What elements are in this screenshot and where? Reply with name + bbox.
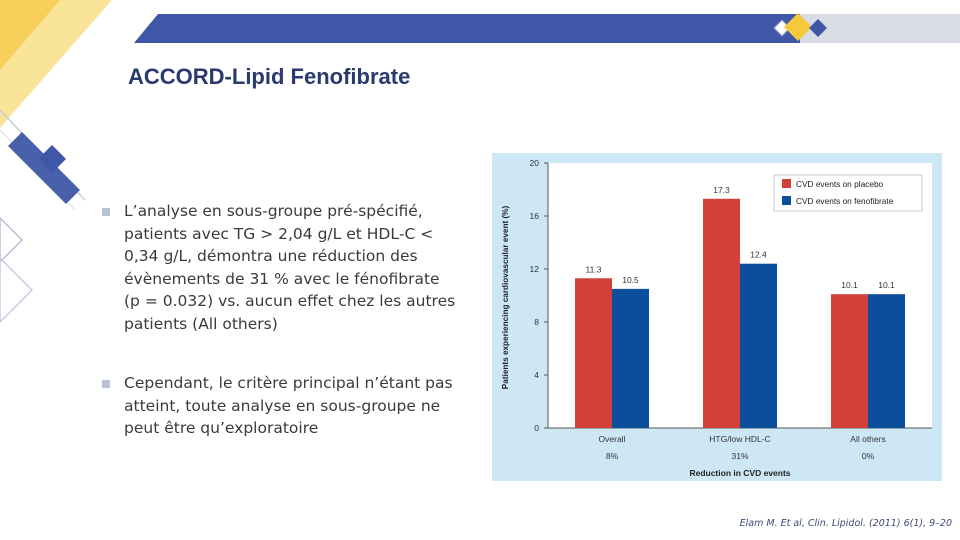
bar-fenofibrate xyxy=(612,288,649,428)
reduction-label: 31% xyxy=(731,451,748,461)
bullet-line: évènements de 31 % avec le fénofibrate xyxy=(124,269,440,288)
bullet-line: atteint, toute analyse en sous-groupe ne xyxy=(124,396,441,415)
bullet-line: L’analyse en sous-groupe pré-spécifié, xyxy=(124,202,423,220)
y-tick-label: 20 xyxy=(530,158,540,168)
bar-value-label: 10.1 xyxy=(841,280,858,290)
legend-label: CVD events on fenofibrate xyxy=(796,196,894,206)
bullet-square-icon xyxy=(102,208,110,216)
bar-placebo xyxy=(703,198,740,428)
page-title: ACCORD-Lipid Fenofibrate xyxy=(128,64,411,89)
bar-fenofibrate xyxy=(740,263,777,428)
outline-diamond-shape-2 xyxy=(0,256,34,324)
bar-value-label: 12.4 xyxy=(750,250,767,260)
chart-panel: 0 4 8 12 16 20 Patients experiencing cardiovas… xyxy=(492,153,942,481)
y-tick-label: 0 xyxy=(534,423,539,433)
legend-box xyxy=(773,174,923,212)
legend-swatch xyxy=(782,196,791,205)
bar-placebo xyxy=(831,294,868,428)
x-tick-label: HTG/low HDL-C xyxy=(709,434,770,444)
navy-stripe-shape xyxy=(8,132,80,204)
x-tick-label: All others xyxy=(850,434,885,444)
y-tick-label: 16 xyxy=(530,211,540,221)
outline-diamond-shape xyxy=(0,216,24,264)
bullet-item: Cependant, le critère principal n’étant … xyxy=(100,372,475,440)
y-tick-label: 4 xyxy=(534,370,539,380)
bullet-line: 0,34 g/L, démontra une réduction des xyxy=(124,247,418,265)
citation: Elam M. Et al, Clin. Lipidol. (2011) 6(1… xyxy=(739,518,952,529)
y-tick-label: 12 xyxy=(530,264,540,274)
blue-diamond-icon xyxy=(809,19,827,37)
bar-value-label: 11.3 xyxy=(586,264,602,274)
bar-placebo xyxy=(575,278,612,428)
bullet-line: patients avec TG > 2,04 g/L et HDL‑C < xyxy=(124,224,434,243)
bullet-line: patients (All others) xyxy=(124,314,278,333)
bullet-square-icon xyxy=(102,380,110,388)
bullet-list: L’analyse en sous-groupe pré-spécifié, p… xyxy=(100,200,475,477)
yellow-band-shape xyxy=(0,0,60,70)
x-axis-label: Reduction in CVD events xyxy=(689,468,790,478)
bar-fenofibrate xyxy=(868,294,905,428)
y-axis-label: Patients experiencing cardiovascular eve… xyxy=(501,206,510,390)
bar-value-label: 10.5 xyxy=(622,275,639,285)
reduction-label: 0% xyxy=(862,451,875,461)
bullet-line: (p = 0.032) vs. aucun effet chez les aut… xyxy=(124,292,456,310)
bar-chart: 0 4 8 12 16 20 Patients experiencing cardiovas… xyxy=(501,158,932,478)
bullet-line: peut être qu’exploratoire xyxy=(124,419,319,437)
x-tick-label: Overall xyxy=(599,434,626,444)
header-bar-end xyxy=(800,14,960,43)
corner-decoration xyxy=(0,0,112,324)
legend-label: CVD events on placebo xyxy=(796,179,884,189)
bullet-line: Cependant, le critère principal n’étant … xyxy=(124,374,453,392)
bar-value-label: 17.3 xyxy=(713,185,730,195)
header-diamonds xyxy=(773,13,827,41)
bullet-item: L’analyse en sous-groupe pré-spécifié, p… xyxy=(100,200,475,335)
yellow-diamond-icon xyxy=(784,13,812,41)
reduction-label: 8% xyxy=(606,451,619,461)
y-tick-label: 8 xyxy=(534,317,539,327)
legend-swatch xyxy=(782,179,791,188)
bar-value-label: 10.1 xyxy=(878,280,895,290)
